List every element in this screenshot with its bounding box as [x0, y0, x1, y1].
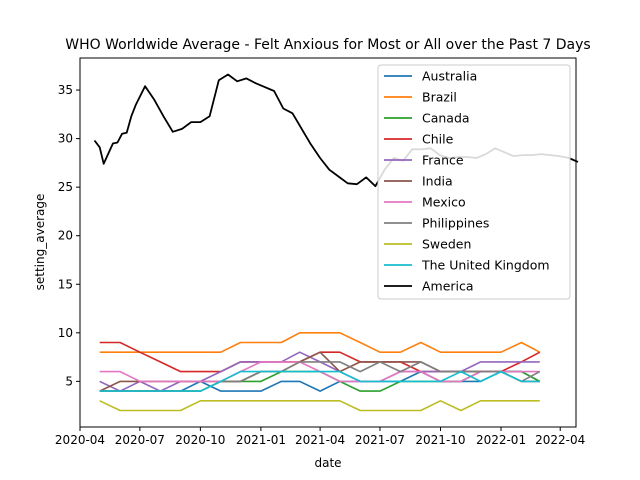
legend: Australia Brazil Canada Chile France India Mex… — [377, 64, 571, 300]
x-tick-label: 2020-10 — [175, 433, 225, 447]
series-line-brazil — [99, 331, 541, 354]
legend-item: Sweden — [384, 237, 471, 252]
chart-title: WHO Worldwide Average - Felt Anxious for… — [65, 37, 590, 53]
legend-label: Canada — [422, 111, 470, 126]
x-axis: 2020-04 2020-07 2020-10 2021-01 2021-04 2021-… — [55, 427, 585, 447]
legend-box — [377, 64, 571, 300]
x-tick-label: 2020-07 — [115, 433, 165, 447]
legend-item: France — [384, 153, 464, 168]
legend-item: Philippines — [384, 216, 489, 231]
legend-label: Mexico — [422, 195, 466, 210]
legend-item: Canada — [384, 111, 470, 126]
x-tick-label: 2022-04 — [535, 433, 585, 447]
legend-label: Philippines — [422, 216, 489, 231]
legend-label: Brazil — [422, 90, 457, 105]
x-tick-label: 2020-04 — [55, 433, 105, 447]
y-tick-label: 10 — [58, 326, 73, 340]
series-line-sweden — [99, 399, 540, 412]
legend-label: The United Kingdom — [421, 258, 550, 273]
series-line-chile — [99, 341, 541, 373]
x-tick-label: 2021-10 — [415, 433, 465, 447]
legend-label: Sweden — [422, 237, 471, 252]
y-tick-label: 5 — [65, 374, 73, 388]
x-axis-label: date — [314, 456, 341, 470]
x-tick-label: 2022-01 — [476, 433, 526, 447]
legend-label: Chile — [422, 132, 454, 147]
legend-item: America — [384, 279, 474, 294]
legend-item: The United Kingdom — [384, 258, 550, 273]
series-line-philippines — [99, 361, 541, 392]
y-tick-label: 15 — [58, 277, 73, 291]
plot-frame — [79, 57, 577, 428]
legend-item: Australia — [384, 69, 477, 84]
y-tick-label: 30 — [58, 132, 73, 146]
y-axis: 5 10 15 20 25 30 35 — [58, 83, 80, 388]
y-tick-label: 25 — [58, 180, 73, 194]
x-tick-label: 2021-04 — [295, 433, 345, 447]
legend-item: India — [384, 174, 453, 189]
y-tick-label: 20 — [58, 229, 73, 243]
series-line-the-united-kingdom — [99, 370, 540, 392]
legend-item: Mexico — [384, 195, 466, 210]
y-axis-label: setting_average — [33, 194, 47, 291]
legend-label: India — [422, 174, 453, 189]
legend-label: Australia — [422, 69, 477, 84]
legend-item: Brazil — [384, 90, 457, 105]
x-tick-label: 2021-07 — [355, 433, 405, 447]
x-tick-label: 2021-01 — [236, 433, 286, 447]
y-tick-label: 35 — [58, 83, 73, 97]
legend-item: Chile — [384, 132, 454, 147]
plot-series-group — [93, 73, 579, 412]
legend-label: America — [422, 279, 474, 294]
legend-label: France — [422, 153, 464, 168]
